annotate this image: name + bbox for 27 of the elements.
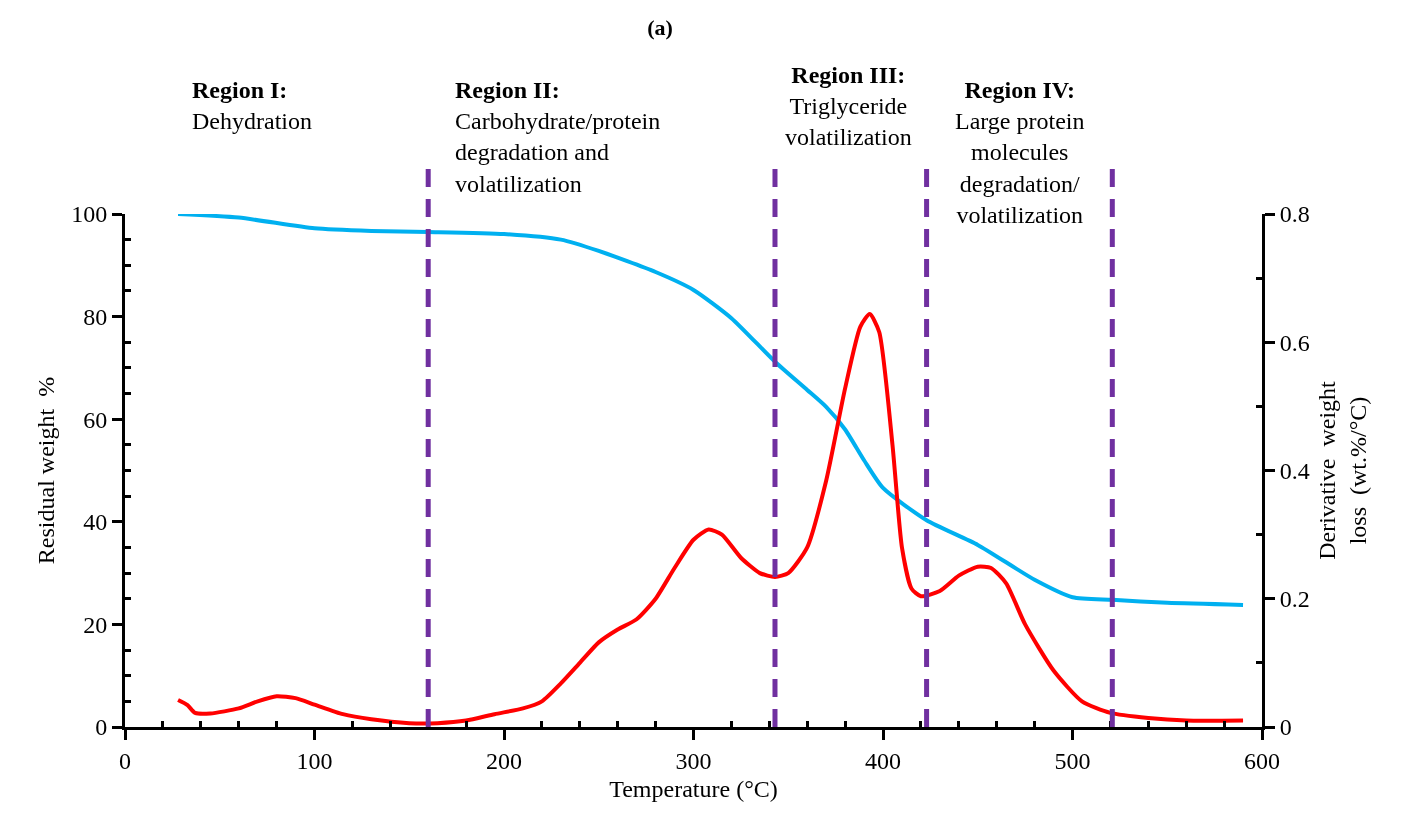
x-tick-label: 300 — [675, 747, 712, 774]
y-tick-label: 60 — [83, 406, 108, 433]
y2-tick-label: 0.4 — [1279, 457, 1310, 484]
text: Region II: Carbohydrate/protein degradation and volatilization — [455, 77, 661, 197]
y-tick-label: 0 — [95, 714, 108, 741]
x-tick-label: 0 — [119, 747, 131, 774]
line-series — [176, 312, 1246, 726]
y2-tick-label: 0 — [1279, 714, 1292, 741]
y2-tick-label: 0.6 — [1279, 329, 1310, 356]
y-tick-label: 20 — [83, 611, 108, 638]
chart-title: (a) — [647, 14, 673, 40]
y2-axis-title: Derivative weight loss (wt.%/°C) — [1314, 380, 1372, 560]
text: Region III: Triglyceride volatilization — [785, 62, 912, 151]
y-tick-label: 40 — [83, 509, 108, 536]
x-tick-label: 600 — [1244, 747, 1280, 774]
y-axis-title: Residual weight % — [33, 376, 60, 565]
y2-tick-label: 0.8 — [1279, 201, 1310, 228]
x-tick-label: 200 — [486, 747, 522, 774]
x-tick-label: 100 — [296, 747, 333, 774]
annotation: Region IV: Large protein molecules degradation/ volatilization — [955, 77, 1085, 228]
x-tick-label: 500 — [1054, 747, 1091, 774]
text: Region I: Dehydration — [192, 77, 312, 135]
x-axis-title: Temperature (°C) — [609, 776, 778, 803]
y-tick-label: 80 — [83, 304, 108, 330]
y-tick-label: 100 — [71, 201, 108, 228]
x-tick-label: 400 — [865, 747, 901, 774]
y2-tick-label: 0.2 — [1279, 586, 1310, 613]
